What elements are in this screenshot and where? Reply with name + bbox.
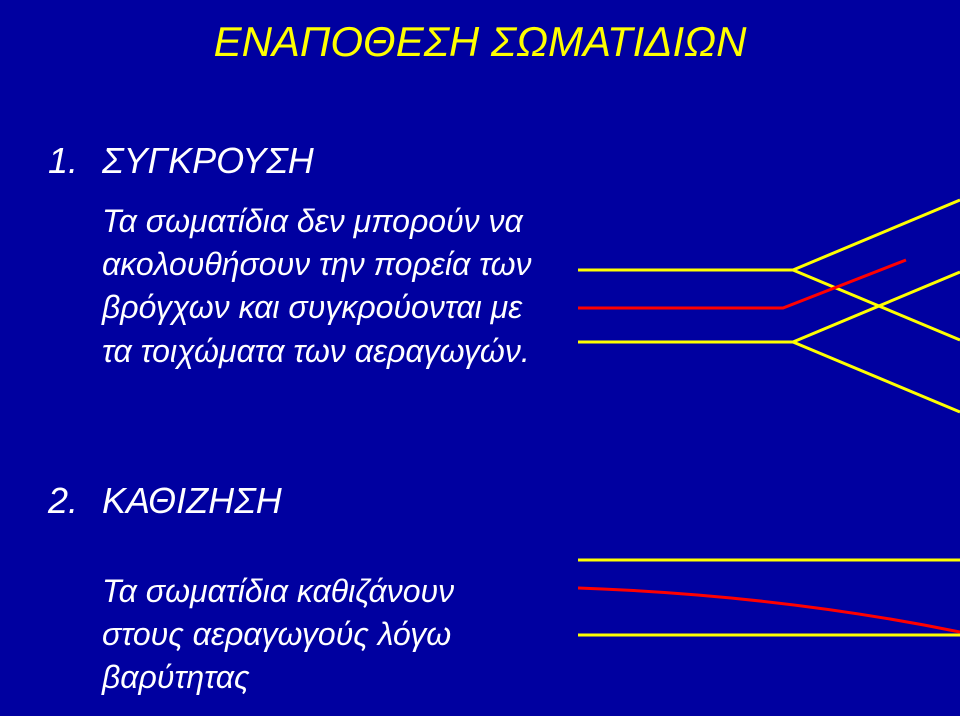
slide: ΕΝΑΠΟΘΕΣΗ ΣΩΜΑΤΙΔΙΩΝ 1. ΣΥΓΚΡΟΥΣΗ Τα σωμ… xyxy=(0,0,960,716)
item2-heading: ΚΑΘΙΖΗΣΗ xyxy=(102,480,282,522)
slide-title: ΕΝΑΠΟΘΕΣΗ ΣΩΜΑΤΙΔΙΩΝ xyxy=(0,18,960,66)
particle-path xyxy=(578,260,906,308)
airway-line xyxy=(578,200,960,270)
item1-number: 1. xyxy=(48,140,78,182)
item2-body: Τα σωματίδια καθιζάνουν στους αεραγωγούς… xyxy=(102,570,532,700)
particle-path xyxy=(578,588,960,632)
airway-line xyxy=(793,272,960,342)
item2-number: 2. xyxy=(48,480,78,522)
airway-line xyxy=(578,342,960,412)
item1-body: Τα σωματίδια δεν μπορούν να ακολουθήσουν… xyxy=(102,200,532,373)
bifurcation-diagram xyxy=(578,190,960,430)
sedimentation-diagram xyxy=(578,540,960,700)
airway-line xyxy=(793,270,960,340)
item1-heading: ΣΥΓΚΡΟΥΣΗ xyxy=(102,140,314,182)
